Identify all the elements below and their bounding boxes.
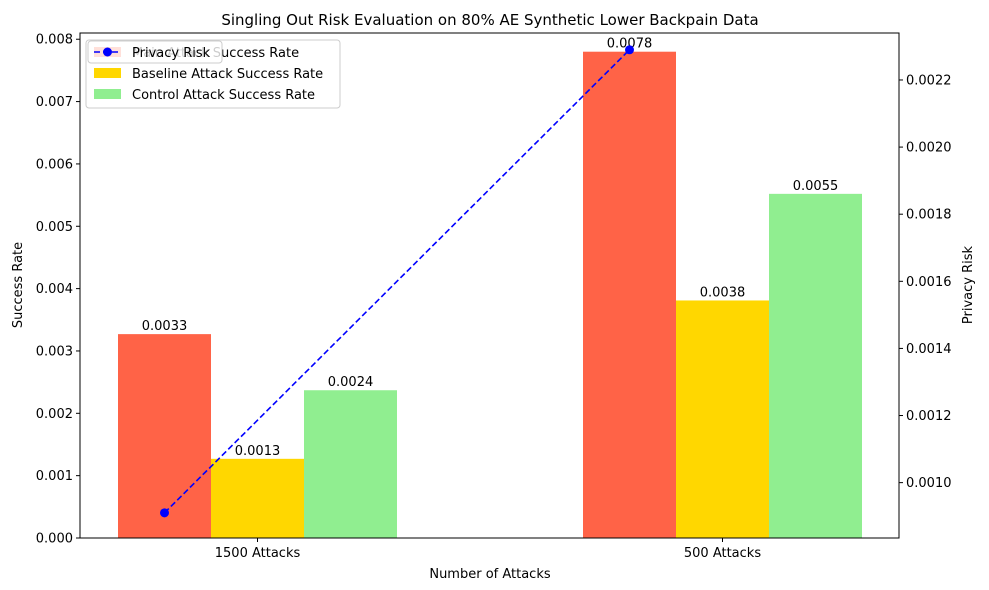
privacy-risk-point — [625, 45, 634, 55]
y-tick-label: 0.004 — [36, 282, 73, 297]
y-axis-right: 0.0010 0.0012 0.0014 0.0016 0.0018 0.0020 0.00… — [899, 73, 952, 491]
y-tick-label: 0.008 — [36, 33, 73, 48]
bar-series2-1 — [769, 193, 862, 538]
legend-label: Control Attack Success Rate — [132, 88, 315, 103]
bar-data-label: 0.0038 — [700, 285, 746, 300]
bar-data-label: 0.0033 — [142, 319, 188, 334]
x-axis-label: Number of Attacks — [429, 567, 551, 582]
y-axis-left: 0.000 0.001 0.002 0.003 0.004 0.005 0.006 0.007… — [36, 33, 80, 547]
bar-series1-0 — [211, 458, 304, 538]
legend-label: Privacy Risk — [132, 46, 211, 61]
y-tick-label: 0.006 — [36, 157, 73, 172]
x-axis: 1500 Attacks 500 Attacks — [215, 538, 761, 561]
y2-tick-label: 0.0014 — [906, 342, 952, 357]
legend-line-frame — [87, 40, 223, 64]
y-axis-label: Success Rate — [11, 242, 26, 328]
legend-swatch — [94, 89, 121, 99]
y2-tick-label: 0.0016 — [906, 275, 952, 290]
bar-data-label: 0.0013 — [235, 444, 281, 459]
privacy-risk-line-layer — [160, 45, 634, 518]
bar-series1-1 — [676, 300, 769, 538]
bar-data-label: 0.0078 — [607, 37, 653, 52]
bars-layer — [118, 51, 862, 538]
y-tick-label: 0.000 — [36, 532, 73, 547]
y-tick-label: 0.002 — [36, 407, 73, 422]
y-tick-label: 0.001 — [36, 469, 73, 484]
legend-line-marker — [103, 47, 112, 57]
bar-data-label: 0.0055 — [793, 179, 839, 194]
privacy-risk-point — [160, 508, 169, 518]
bar-series0-0 — [118, 334, 211, 538]
y-tick-label: 0.007 — [36, 95, 73, 110]
y2-tick-label: 0.0018 — [906, 208, 952, 223]
bar-labels-layer: 0.0033 0.0078 0.0013 0.0038 0.0024 0.0055 — [142, 37, 839, 459]
y2-tick-label: 0.0012 — [906, 409, 952, 424]
y2-axis-label: Privacy Risk — [961, 245, 976, 324]
x-tick-label: 1500 Attacks — [215, 546, 301, 561]
chart-title: Singling Out Risk Evaluation on 80% AE S… — [221, 11, 758, 29]
y2-tick-label: 0.0010 — [906, 476, 952, 491]
bar-series0-1 — [583, 51, 676, 538]
x-tick-label: 500 Attacks — [684, 546, 761, 561]
legend-label: Baseline Attack Success Rate — [132, 67, 323, 82]
bar-data-label: 0.0024 — [328, 375, 374, 390]
y2-tick-label: 0.0022 — [906, 73, 952, 88]
privacy-risk-line — [163, 49, 631, 514]
bar-series2-0 — [304, 390, 397, 538]
legend-swatch — [94, 68, 121, 78]
y-tick-label: 0.005 — [36, 220, 73, 235]
y2-tick-label: 0.0020 — [906, 141, 952, 156]
y-tick-label: 0.003 — [36, 344, 73, 359]
plot-area-frame — [79, 32, 900, 539]
legend-line: Privacy Risk — [87, 40, 223, 64]
